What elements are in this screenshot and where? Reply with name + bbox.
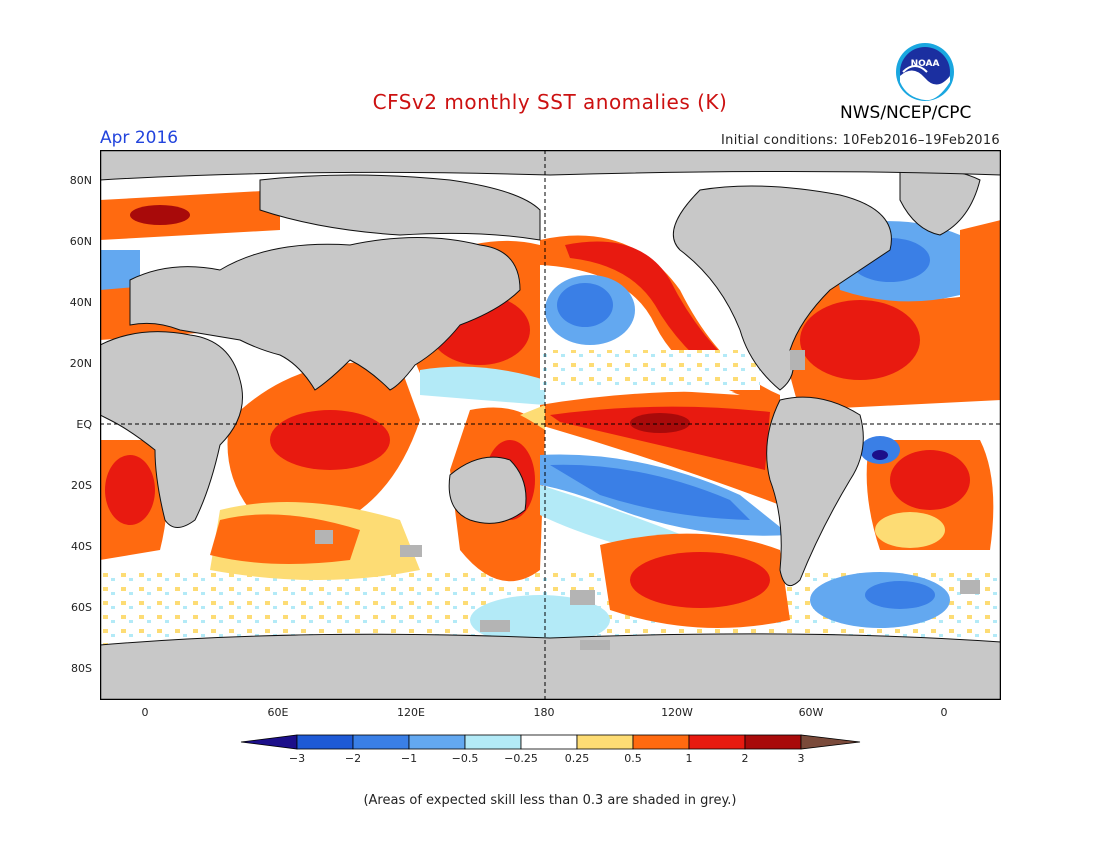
lon-label: 120W <box>661 706 693 719</box>
colorbar-segment <box>408 734 466 750</box>
lat-label: 80S <box>71 662 92 675</box>
colorbar-label: −2 <box>344 752 362 765</box>
colorbar-label: 3 <box>797 752 805 765</box>
sst-anomaly-map <box>100 150 1001 700</box>
colorbar <box>240 734 861 750</box>
lat-label: 40N <box>69 296 92 309</box>
low-skill-areas <box>315 350 980 650</box>
colorbar-label: 1 <box>685 752 693 765</box>
chart-title: CFSv2 monthly SST anomalies (K) <box>372 90 728 114</box>
forecast-month: Apr 2016 <box>100 128 179 148</box>
colorbar-label: −3 <box>288 752 306 765</box>
colorbar-label: 0.25 <box>564 752 590 765</box>
colorbar-segment <box>576 734 634 750</box>
lon-label: 60W <box>798 706 824 719</box>
lat-label: 60N <box>69 235 92 248</box>
colorbar-segment <box>688 734 746 750</box>
lon-label: 180 <box>533 706 555 719</box>
lon-label: 60E <box>267 706 289 719</box>
lon-label: 120E <box>397 706 425 719</box>
lon-label: 0 <box>141 706 149 719</box>
colorbar-segment <box>352 734 410 750</box>
org-label: NWS/NCEP/CPC <box>840 103 972 123</box>
colorbar-label: −0.5 <box>451 752 479 765</box>
map-frame <box>100 150 1001 700</box>
colorbar-label: 2 <box>741 752 749 765</box>
colorbar-label: 0.5 <box>624 752 642 765</box>
noaa-logo-text: NOAA <box>911 59 940 69</box>
noaa-logo-icon: NOAA <box>895 42 955 102</box>
lat-label: 80N <box>69 174 92 187</box>
lat-label: 20S <box>71 479 92 492</box>
colorbar-segment <box>464 734 522 750</box>
initial-conditions: Initial conditions: 10Feb2016–19Feb2016 <box>721 133 1000 148</box>
lat-label: 20N <box>69 357 92 370</box>
land-masses <box>100 150 1001 700</box>
colorbar-arrow-high <box>800 734 861 750</box>
colorbar-segment <box>520 734 578 750</box>
colorbar-label: −0.25 <box>504 752 538 765</box>
skill-footnote: (Areas of expected skill less than 0.3 a… <box>363 793 737 808</box>
lon-label: 0 <box>940 706 948 719</box>
lat-label: EQ <box>76 418 92 431</box>
colorbar-segment <box>296 734 354 750</box>
colorbar-segment <box>744 734 802 750</box>
colorbar-segment <box>632 734 690 750</box>
colorbar-label: −1 <box>400 752 418 765</box>
lat-label: 60S <box>71 601 92 614</box>
lat-label: 40S <box>71 540 92 553</box>
colorbar-arrow-low <box>240 734 298 750</box>
